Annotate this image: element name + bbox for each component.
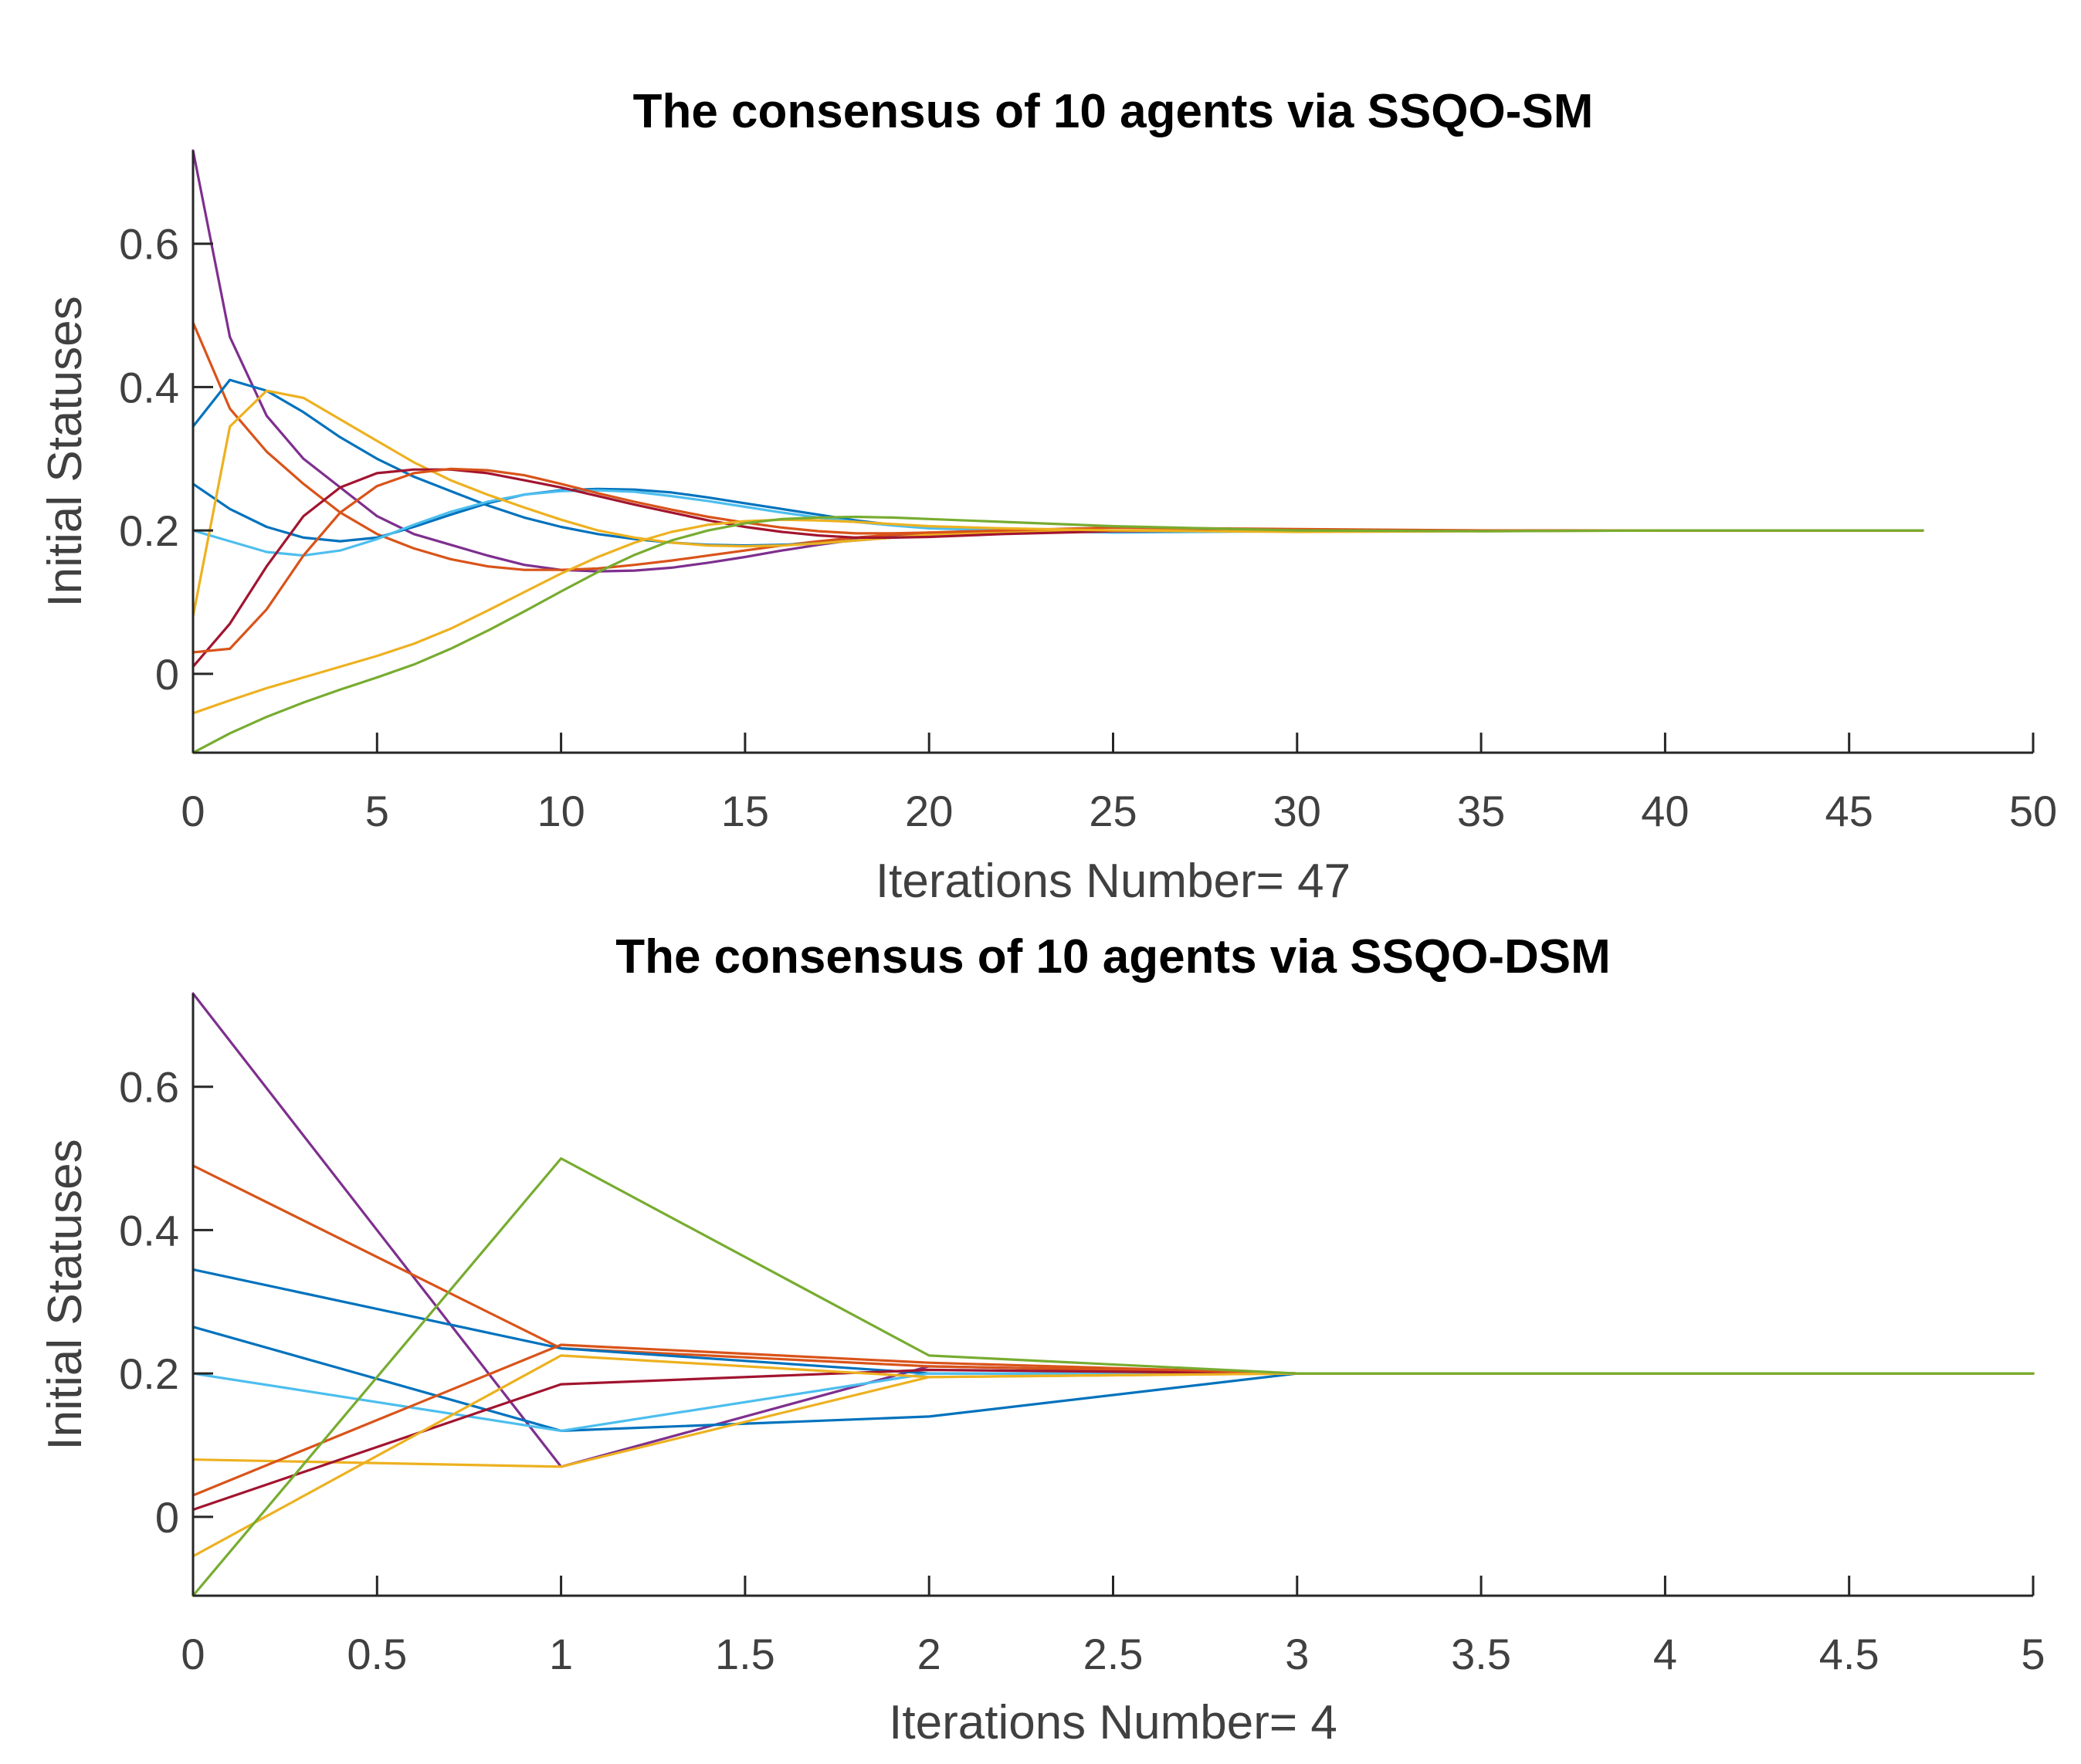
y-axis-label: Initial Statuses bbox=[39, 296, 92, 607]
x-tick-label: 25 bbox=[1089, 787, 1137, 835]
x-tick-label: 2 bbox=[917, 1630, 941, 1678]
series-line-agent-3 bbox=[191, 1268, 2035, 1375]
x-tick-label: 4 bbox=[1653, 1630, 1677, 1678]
y-tick-label: 0.4 bbox=[119, 1206, 179, 1254]
series-line-agent-6 bbox=[191, 389, 1924, 618]
x-tick-label: 15 bbox=[721, 787, 769, 835]
series-line-agent-3 bbox=[191, 378, 1924, 547]
y-tick-label: 0.2 bbox=[119, 506, 179, 555]
x-tick-label: 2.5 bbox=[1083, 1630, 1144, 1678]
x-tick-label: 4.5 bbox=[1819, 1630, 1879, 1678]
chart-2: The consensus of 10 agents via SSQO-DSM 0… bbox=[39, 930, 2045, 1749]
x-tick-label: 10 bbox=[537, 787, 585, 835]
x-tick-label: 3 bbox=[1285, 1630, 1309, 1678]
series-line-agent-9 bbox=[191, 1354, 2035, 1558]
series-line-agent-10 bbox=[191, 1156, 2035, 1597]
series-line-agent-7 bbox=[191, 468, 1924, 669]
series-line-agent-1 bbox=[191, 149, 1924, 573]
x-tick-label: 35 bbox=[1457, 787, 1505, 835]
x-axis-label: Iterations Number= 47 bbox=[876, 855, 1351, 908]
y-tick-label: 0.6 bbox=[119, 220, 179, 269]
series-line-agent-9 bbox=[191, 518, 1924, 715]
x-tick-label: 40 bbox=[1641, 787, 1689, 835]
series-line-agent-8 bbox=[191, 1343, 2035, 1497]
chart-title: The consensus of 10 agents via SSQO-DSM bbox=[615, 930, 1611, 984]
x-tick-label: 3.5 bbox=[1451, 1630, 1511, 1678]
y-tick-label: 0 bbox=[155, 650, 179, 699]
x-tick-label: 0 bbox=[181, 787, 205, 835]
x-tick-label: 0 bbox=[181, 1630, 205, 1678]
series-line-agent-6 bbox=[191, 1372, 2035, 1468]
y-axis-label: Initial Statuses bbox=[39, 1139, 92, 1450]
series-line-agent-10 bbox=[191, 515, 1924, 754]
chart-1: The consensus of 10 agents via SSQO-SM 0 5… bbox=[39, 85, 2057, 908]
x-tick-label: 5 bbox=[2021, 1630, 2045, 1678]
x-tick-label: 1 bbox=[549, 1630, 573, 1678]
chart-title: The consensus of 10 agents via SSQO-SM bbox=[633, 85, 1594, 138]
x-tick-label: 5 bbox=[365, 787, 389, 835]
y-tick-label: 0.4 bbox=[119, 363, 179, 411]
x-tick-label: 20 bbox=[905, 787, 953, 835]
y-tick-label: 0.6 bbox=[119, 1063, 179, 1112]
x-tick-label: 0.5 bbox=[347, 1630, 407, 1678]
x-tick-label: 45 bbox=[1825, 787, 1873, 835]
series-line-agent-7 bbox=[191, 1368, 2035, 1512]
y-tick-label: 0 bbox=[155, 1493, 179, 1542]
x-tick-label: 50 bbox=[2009, 787, 2057, 835]
x-axis-label: Iterations Number= 4 bbox=[889, 1696, 1337, 1749]
y-tick-label: 0.2 bbox=[119, 1349, 179, 1398]
x-tick-label: 30 bbox=[1273, 787, 1321, 835]
x-tick-label: 1.5 bbox=[715, 1630, 775, 1678]
